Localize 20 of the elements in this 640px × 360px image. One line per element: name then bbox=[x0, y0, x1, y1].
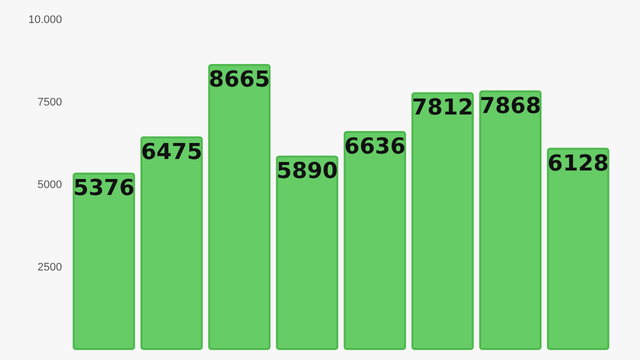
bar bbox=[72, 172, 136, 350]
data-label: 7812 bbox=[412, 96, 474, 121]
bar bbox=[546, 148, 610, 350]
y-tick-label: 7500 bbox=[38, 96, 62, 108]
bar bbox=[479, 90, 542, 350]
data-label: 8665 bbox=[208, 68, 270, 93]
data-label: 5890 bbox=[276, 159, 338, 184]
data-label: 5376 bbox=[73, 176, 134, 202]
y-tick-label: 2500 bbox=[38, 262, 62, 274]
data-label: 6636 bbox=[344, 134, 406, 160]
bar bbox=[276, 156, 338, 350]
data-label: 6128 bbox=[548, 151, 609, 176]
y-tick-label: 10.000 bbox=[28, 14, 62, 26]
bar bbox=[140, 136, 203, 350]
data-label: 6475 bbox=[141, 140, 202, 165]
bar bbox=[344, 131, 406, 350]
y-tick-label: 5000 bbox=[38, 179, 62, 191]
bar bbox=[208, 64, 271, 350]
data-label: 7868 bbox=[480, 94, 541, 119]
bar bbox=[411, 92, 474, 350]
